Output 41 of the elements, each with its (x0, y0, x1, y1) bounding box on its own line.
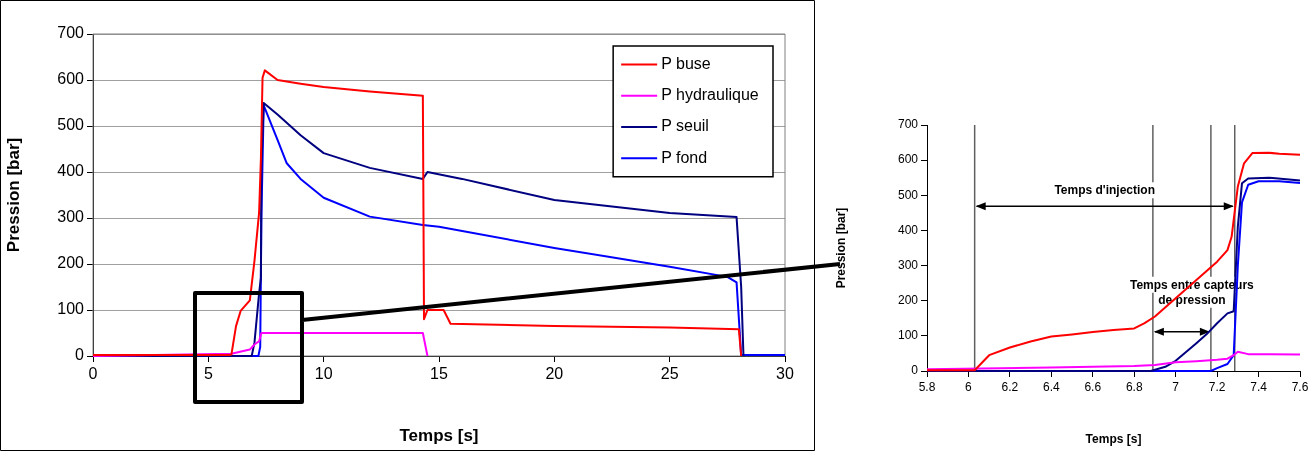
x-tick-label: 5.8 (918, 379, 936, 394)
y-tick-label: 600 (57, 70, 85, 88)
y-tick-label: 400 (897, 222, 919, 237)
x-tick-label: 25 (660, 365, 679, 383)
x-axis-title: Temps [s] (399, 426, 479, 446)
x-tick-label: 5 (203, 365, 213, 383)
annotation: Temps d'injection (1054, 183, 1156, 198)
legend-label: P hydraulique (661, 86, 759, 104)
legend-label: P fond (661, 148, 708, 166)
x-tick-label: 10 (314, 365, 333, 383)
x-tick-label: 6.4 (1042, 379, 1060, 394)
x-tick-label: 7.4 (1250, 379, 1268, 394)
x-tick-label: 30 (776, 365, 794, 383)
y-tick-label: 200 (897, 293, 919, 308)
y-tick-label: 400 (57, 162, 85, 180)
x-tick-label: 7 (1172, 379, 1180, 394)
legend-label: P seuil (661, 117, 709, 135)
x-axis-title: Temps [s] (1085, 432, 1142, 447)
x-tick-label: 6.6 (1084, 379, 1102, 394)
legend-label: P buse (661, 55, 711, 73)
x-tick-label: 7.6 (1291, 379, 1309, 394)
y-tick-label: 200 (57, 254, 85, 272)
y-tick-label: 0 (75, 346, 85, 364)
y-tick-label: 300 (57, 208, 85, 226)
y-axis-title: Pression [bar] (833, 207, 848, 289)
y-tick-label: 700 (897, 117, 919, 132)
y-tick-label: 100 (897, 328, 919, 343)
y-tick-label: 600 (897, 152, 919, 167)
y-tick-label: 100 (57, 300, 85, 318)
y-tick-label: 700 (57, 24, 85, 42)
x-tick-label: 20 (545, 365, 564, 383)
y-tick-label: 300 (897, 257, 919, 272)
x-tick-label: 15 (430, 365, 448, 383)
x-tick-label: 0 (88, 365, 98, 383)
x-tick-label: 7.2 (1208, 379, 1226, 394)
y-tick-label: 500 (897, 187, 919, 202)
y-axis-title: Pression [bar] (3, 137, 23, 253)
x-tick-label: 6 (965, 379, 973, 394)
x-tick-label: 6.8 (1125, 379, 1143, 394)
y-tick-label: 500 (57, 116, 85, 134)
x-tick-label: 6.2 (1001, 379, 1019, 394)
